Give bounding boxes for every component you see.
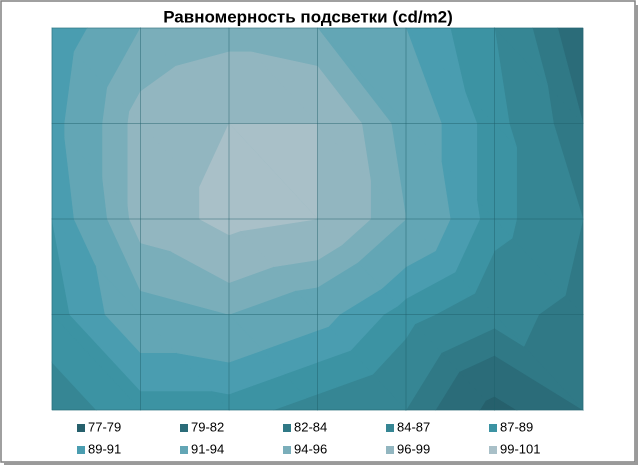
legend-swatch (386, 446, 394, 454)
legend-swatch (77, 446, 85, 454)
legend-label: 84-87 (397, 419, 430, 434)
chart-title: Равномерность подсветки (cd/m2) (163, 7, 453, 26)
legend-label: 99-101 (500, 441, 540, 456)
legend-swatch (386, 424, 394, 432)
contour-region (494, 218, 513, 252)
legend-label: 77-79 (88, 419, 121, 434)
contour-region (140, 313, 177, 354)
contour-region (317, 218, 343, 261)
contour-region (405, 313, 416, 340)
plot-area (51, 26, 585, 412)
contour-region (228, 218, 241, 236)
legend-swatch (283, 424, 291, 432)
legend-label: 94-96 (294, 441, 327, 456)
legend-label: 96-99 (397, 441, 430, 456)
contour-region (51, 313, 142, 411)
legend-label: 91-94 (191, 441, 224, 456)
contour-region (228, 313, 263, 363)
contour-region (127, 123, 141, 220)
legend-label: 79-82 (191, 419, 224, 434)
legend-swatch (180, 446, 188, 454)
contour-region (140, 218, 171, 252)
contour-region (494, 313, 525, 347)
legend-swatch (489, 446, 497, 454)
legend-swatch (283, 446, 291, 454)
legend-label: 89-91 (88, 441, 121, 456)
legend-swatch (77, 424, 85, 432)
contour-region (405, 218, 436, 268)
frame-shadow (635, 5, 638, 464)
legend-swatch (180, 424, 188, 432)
legend-label: 87-89 (500, 419, 533, 434)
frame-shadow (4, 462, 638, 465)
legend-swatch (489, 424, 497, 432)
legend: 77-79 79-82 82-84 84-87 87-89 89-91 91-94 94-96… (77, 419, 540, 456)
legend-label: 82-84 (294, 419, 327, 434)
contour-region (317, 313, 330, 331)
